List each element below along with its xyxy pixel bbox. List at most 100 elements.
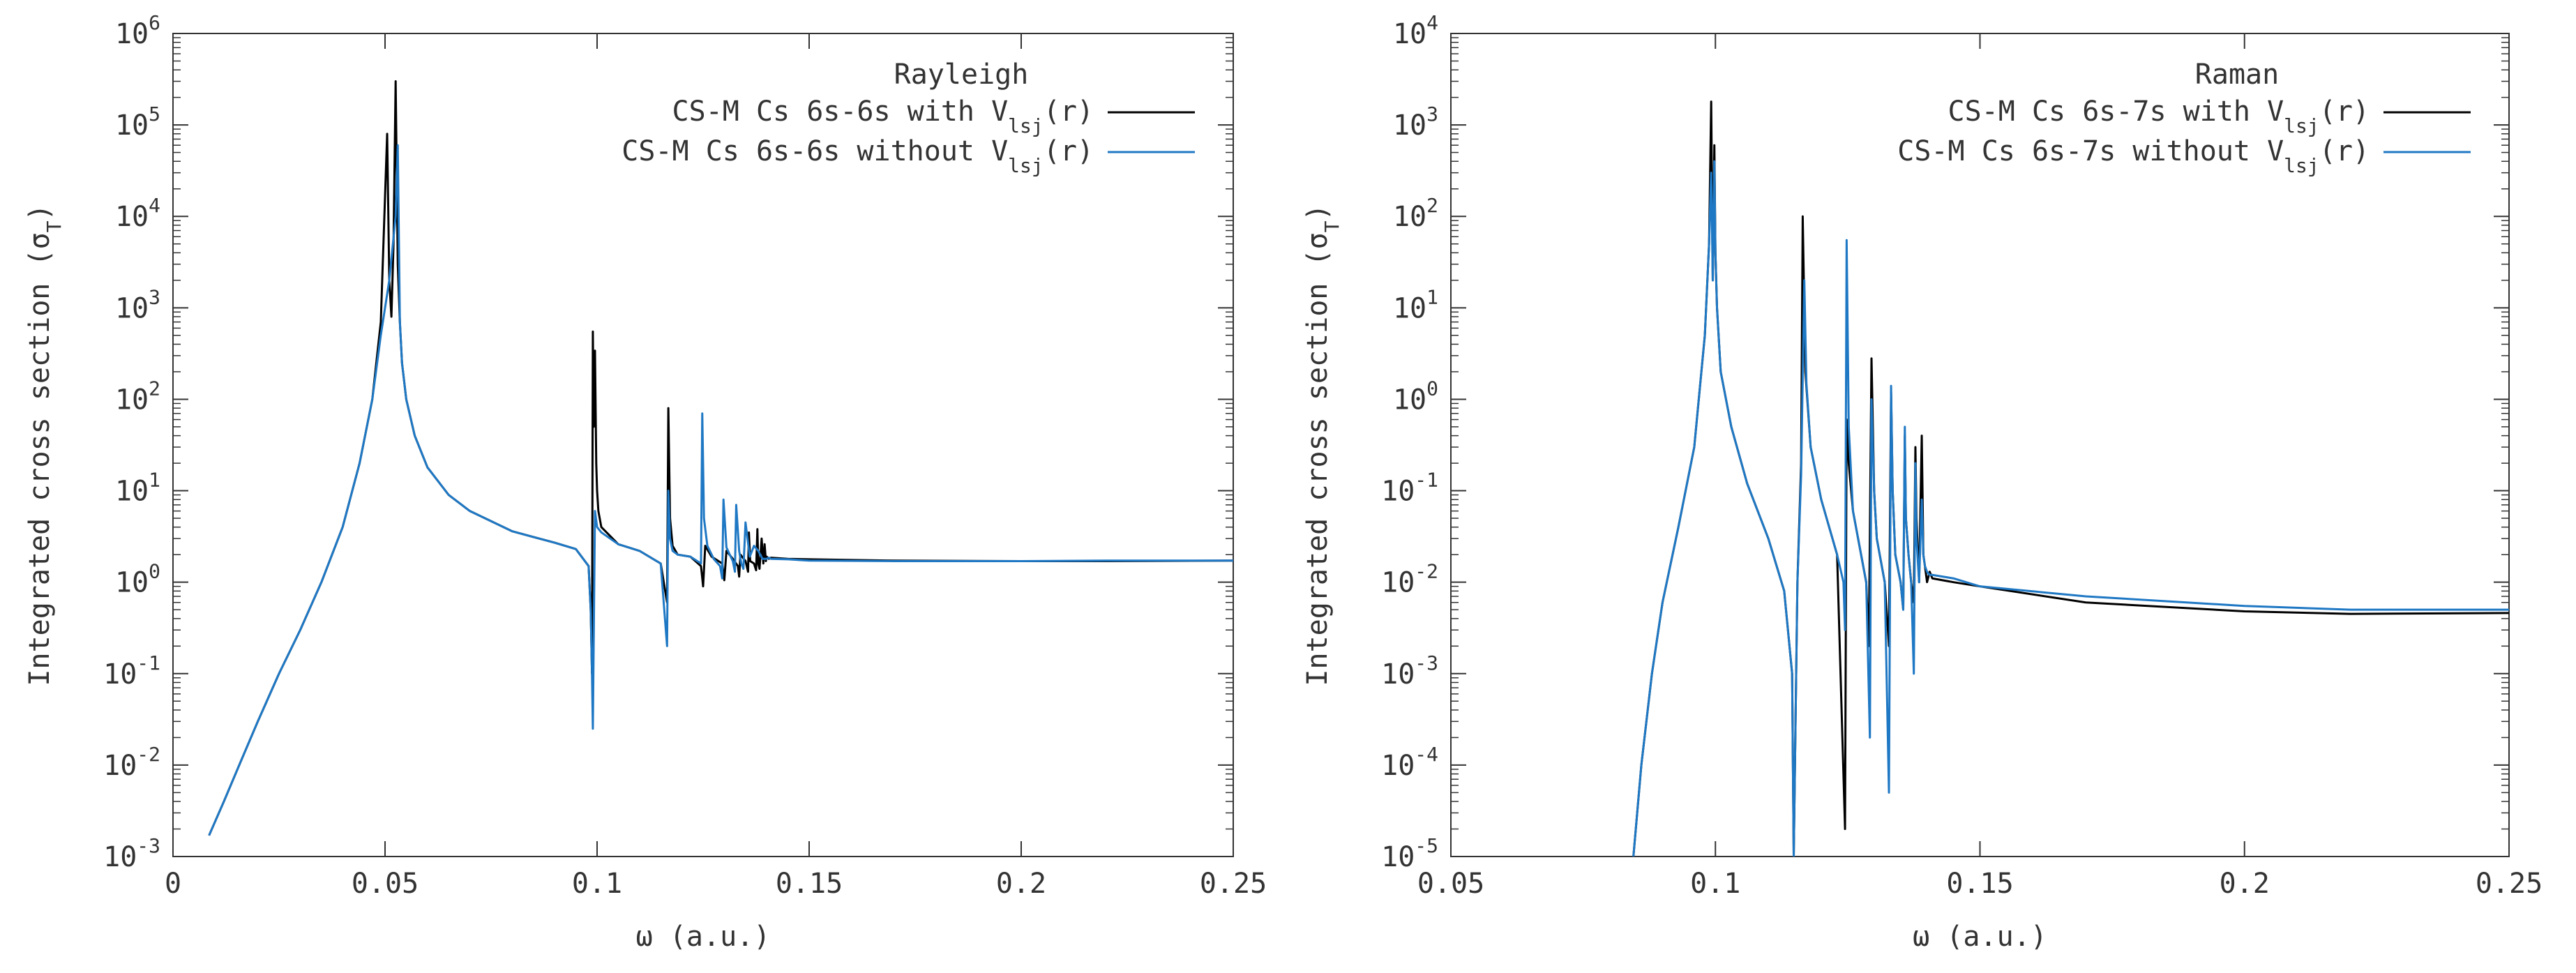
y-tick-exp: 0 (1426, 377, 1438, 400)
y-tick-label: 10-2 (103, 743, 160, 782)
y-axis-label-group: Integrated cross section (σT) (24, 204, 66, 686)
legend-title: Raman (2195, 59, 2279, 91)
legend-entry-1-sub: lsj (2284, 154, 2319, 177)
y-tick-exp: -1 (1415, 469, 1438, 492)
y-tick-label: 101 (1393, 285, 1438, 324)
legend-title: Rayleigh (894, 59, 1029, 91)
y-tick-label: 10-4 (1381, 743, 1438, 782)
y-tick-label: 101 (115, 469, 160, 508)
y-tick-label: 105 (115, 103, 160, 142)
y-tick-label: 100 (115, 560, 160, 599)
y-tick-exp: -3 (1415, 651, 1438, 674)
y-tick-label: 103 (115, 285, 160, 324)
y-tick-label: 10-5 (1381, 834, 1438, 873)
y-tick-label: 102 (115, 377, 160, 416)
y-axis-label-sub: T (1320, 220, 1343, 232)
y-tick-exp: 3 (1426, 103, 1438, 126)
y-tick-base: 10 (1393, 18, 1426, 50)
y-axis-label-group: Integrated cross section (σT) (1302, 204, 1343, 686)
y-axis-label-tail: ) (24, 204, 56, 220)
x-tick-label: 0 (165, 868, 181, 900)
y-tick-base: 10 (1381, 567, 1415, 599)
legend-entry-0-main: CS-M Cs 6s-7s with V (1948, 96, 2284, 128)
y-tick-label: 104 (1393, 11, 1438, 50)
legend-entry-1-main: CS-M Cs 6s-7s without V (1897, 135, 2284, 167)
plot-frame (172, 33, 1234, 857)
x-tick-label: 0.1 (1690, 868, 1740, 900)
y-tick-exp: 6 (149, 11, 160, 34)
y-tick-label: 102 (1393, 194, 1438, 233)
y-tick-base: 10 (1393, 384, 1426, 416)
x-axis-label: ω (a.u.) (636, 921, 771, 953)
y-tick-exp: -1 (137, 651, 160, 674)
y-tick-exp: 4 (1426, 11, 1438, 34)
y-tick-base: 10 (1381, 841, 1415, 873)
y-axis-label-tail: ) (1302, 204, 1334, 220)
y-tick-exp: 3 (149, 285, 160, 308)
y-tick-exp: -4 (1415, 743, 1438, 766)
y-tick-base: 10 (1393, 292, 1426, 324)
legend-entry-0: CS-M Cs 6s-7s with Vlsj(r) (1948, 96, 2370, 137)
y-tick-label: 10-3 (1381, 651, 1438, 691)
y-axis-label-main: Integrated cross section (σ (24, 232, 56, 686)
legend-entry-1: CS-M Cs 6s-6s without Vlsj(r) (622, 135, 1094, 177)
y-axis-label: Integrated cross section (σT) (1302, 204, 1343, 686)
y-tick-base: 10 (103, 658, 137, 691)
x-tick-label: 0.15 (1946, 868, 2013, 900)
y-tick-base: 10 (115, 292, 149, 324)
y-axis-label-sub: T (43, 220, 66, 232)
y-tick-base: 10 (103, 841, 137, 873)
legend-entry-0-main: CS-M Cs 6s-6s with V (672, 96, 1009, 128)
y-tick-base: 10 (115, 18, 149, 50)
legend-entry-0-tail: (r) (2319, 96, 2370, 128)
x-tick-label: 0.15 (776, 868, 843, 900)
y-tick-label: 10-3 (103, 834, 160, 873)
y-tick-label: 10-2 (1381, 560, 1438, 599)
y-tick-exp: 4 (149, 194, 160, 217)
x-tick-label: 0.1 (572, 868, 622, 900)
y-tick-exp: -3 (137, 834, 160, 857)
series-line-with (208, 80, 1233, 836)
y-tick-exp: -2 (137, 743, 160, 766)
x-tick-label: 0.2 (996, 868, 1046, 900)
y-tick-base: 10 (115, 384, 149, 416)
legend-entry-0-sub: lsj (1008, 114, 1044, 137)
legend-entry-1-tail: (r) (1044, 135, 1094, 167)
y-tick-base: 10 (1381, 750, 1415, 782)
legend-entry-0-sub: lsj (2284, 114, 2319, 137)
series-line-without (208, 144, 1233, 836)
y-tick-base: 10 (1381, 476, 1415, 508)
y-tick-label: 100 (1393, 377, 1438, 416)
y-tick-base: 10 (103, 750, 137, 782)
y-tick-exp: 1 (149, 469, 160, 492)
legend-entry-0: CS-M Cs 6s-6s with Vlsj(r) (672, 96, 1094, 137)
y-tick-label: 106 (115, 11, 160, 50)
y-tick-label: 10-1 (103, 651, 160, 691)
y-tick-exp: -2 (1415, 560, 1438, 583)
legend-entry-1-main: CS-M Cs 6s-6s without V (622, 135, 1008, 167)
x-tick-label: 0.2 (2220, 868, 2270, 900)
x-tick-label: 0.05 (352, 868, 419, 900)
series-line-without (1632, 160, 2509, 857)
y-tick-exp: 2 (149, 377, 160, 400)
y-tick-label: 103 (1393, 103, 1438, 142)
legend-entry-1-tail: (r) (2319, 135, 2370, 167)
y-tick-base: 10 (115, 201, 149, 233)
series-line-with (1632, 100, 2509, 857)
y-tick-exp: 0 (149, 560, 160, 583)
y-tick-base: 10 (115, 567, 149, 599)
y-tick-base: 10 (115, 110, 149, 142)
x-tick-label: 0.25 (1200, 868, 1267, 900)
y-tick-exp: 5 (149, 103, 160, 126)
y-tick-base: 10 (1393, 201, 1426, 233)
y-axis-label-main: Integrated cross section (σ (1302, 232, 1334, 686)
legend-entry-1-sub: lsj (1008, 154, 1044, 177)
legend-entry-0-tail: (r) (1044, 96, 1094, 128)
y-axis-label: Integrated cross section (σT) (24, 204, 66, 686)
x-tick-label: 0.25 (2476, 868, 2543, 900)
y-tick-base: 10 (1381, 658, 1415, 691)
legend-entry-1: CS-M Cs 6s-7s without Vlsj(r) (1897, 135, 2370, 177)
